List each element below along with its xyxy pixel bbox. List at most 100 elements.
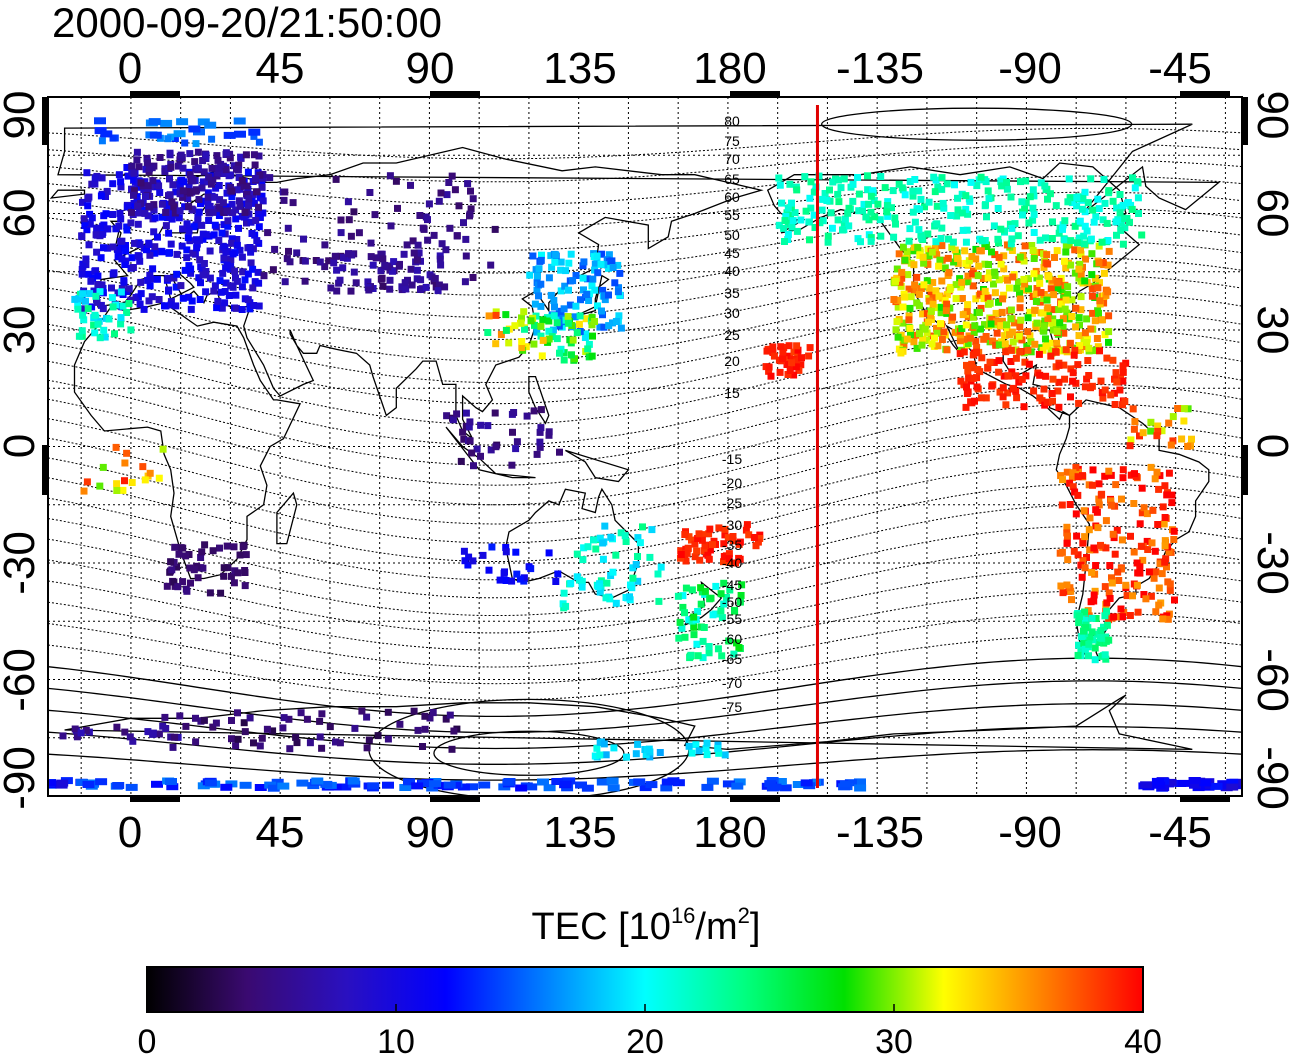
tec-cell [928, 340, 936, 348]
tec-cell [228, 187, 236, 195]
tec-cell [701, 587, 709, 595]
tec-cell [963, 226, 971, 234]
tec-cell [1122, 581, 1130, 589]
tec-cell [466, 783, 478, 791]
tec-cell [660, 784, 673, 792]
tec-cell [1081, 329, 1089, 337]
tec-cell [938, 277, 946, 285]
tec-cell [1105, 338, 1112, 346]
tec-cell [554, 570, 562, 578]
tec-cell [209, 208, 217, 216]
tec-cell [876, 216, 884, 224]
tec-cell [725, 637, 733, 645]
tec-cell [530, 407, 538, 415]
tec-cell [1105, 312, 1113, 320]
tec-cell [1062, 346, 1070, 354]
tec-cell [254, 210, 262, 218]
tec-cell [1140, 781, 1153, 789]
tec-cell [700, 624, 708, 631]
tec-cell [1087, 384, 1094, 392]
tec-cell [1013, 284, 1021, 292]
tec-cell [1161, 558, 1169, 566]
tec-cell [228, 235, 236, 243]
tec-cell [163, 582, 171, 590]
tec-cell [280, 196, 288, 204]
tec-cell [421, 725, 429, 733]
tec-cell [1102, 655, 1110, 663]
tec-cell [994, 235, 1002, 243]
tec-cell [164, 214, 172, 222]
tec-cell [1161, 514, 1169, 521]
tec-cell [883, 208, 891, 216]
tec-cell [537, 406, 545, 414]
tec-cell [972, 338, 980, 346]
tec-cell [988, 382, 996, 390]
tec-cell [855, 207, 863, 215]
tec-cell [523, 412, 531, 420]
lon-tick-top: 45 [256, 44, 305, 93]
tec-cell [906, 225, 914, 233]
tec-cell [84, 305, 92, 313]
tec-cell [1016, 290, 1023, 298]
tec-cell [465, 553, 473, 561]
tec-cell [1099, 316, 1106, 324]
tec-cell [211, 282, 219, 290]
tec-cell [605, 291, 612, 299]
indonesia-coast [445, 426, 536, 479]
tec-cell [1052, 348, 1060, 356]
tec-cell [1119, 474, 1127, 482]
lon-tick-top: -90 [998, 44, 1062, 93]
tec-cell [584, 543, 592, 551]
tec-cell [99, 463, 107, 471]
tec-cell [1031, 306, 1039, 314]
contour-label: 60 [724, 189, 740, 205]
tec-cell [246, 714, 254, 722]
tec-cell [1156, 560, 1164, 568]
lon-tick-top: -135 [836, 44, 924, 93]
tec-cell [1147, 427, 1155, 435]
tec-cell [1096, 634, 1104, 642]
tec-cell [1012, 354, 1020, 362]
tec-cell [197, 554, 205, 561]
tec-cell [235, 197, 243, 205]
tec-cell [386, 172, 394, 180]
tec-cell [952, 281, 960, 289]
tec-cell [897, 282, 905, 290]
tec-cell [178, 176, 186, 184]
tec-cell [165, 229, 173, 237]
contour-label: 70 [724, 151, 740, 167]
tec-cell [1036, 249, 1044, 256]
tec-cell [1108, 574, 1115, 582]
tec-cell [127, 219, 135, 227]
tec-cell [915, 226, 923, 234]
tec-cell [280, 714, 288, 722]
tec-cell [1018, 375, 1026, 383]
tec-cell [560, 305, 568, 313]
tec-cell [1088, 250, 1096, 258]
tec-cell [964, 301, 972, 309]
tec-cell [437, 189, 445, 197]
tec-cell [756, 535, 764, 542]
tec-cell [695, 747, 703, 755]
tec-cell [1131, 418, 1139, 426]
tec-cell [241, 728, 249, 736]
tec-cell [807, 178, 815, 186]
tec-cell [1046, 339, 1054, 347]
tec-cell [679, 592, 687, 600]
tec-cell [605, 322, 613, 330]
tec-cell [980, 335, 988, 343]
tec-cell [256, 214, 264, 221]
tec-cell [962, 403, 970, 411]
tec-cell [1083, 375, 1091, 383]
tec-cell [1068, 199, 1076, 207]
tec-cell [326, 723, 334, 731]
tec-cell [909, 208, 917, 216]
tec-cell [129, 264, 137, 271]
tec-cell [120, 278, 128, 286]
tec-cell [189, 249, 197, 257]
tec-cell [80, 487, 88, 495]
tec-cell [172, 188, 180, 196]
tec-cell [1064, 198, 1072, 206]
tec-cell [1085, 640, 1093, 648]
tec-cell [884, 198, 892, 206]
